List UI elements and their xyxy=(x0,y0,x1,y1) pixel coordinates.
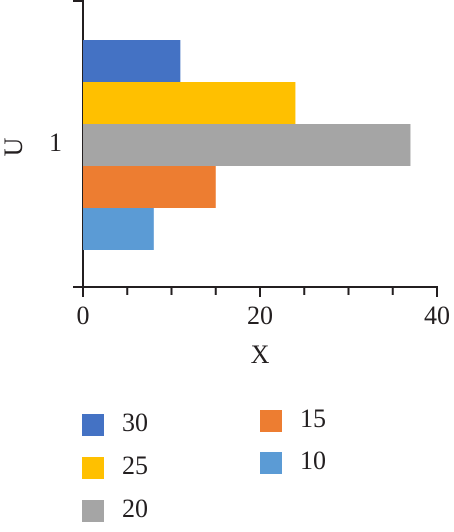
legend-swatch xyxy=(82,500,104,522)
legend-swatch xyxy=(82,414,104,436)
legend-label: 10 xyxy=(300,446,326,475)
legend-label: 25 xyxy=(122,451,148,480)
bar xyxy=(83,40,181,82)
legend-label: 20 xyxy=(122,494,148,523)
x-tick-label: 40 xyxy=(424,301,450,330)
legend-label: 15 xyxy=(300,404,326,433)
legend-swatch xyxy=(260,452,282,474)
y-axis-label: U xyxy=(0,137,28,156)
x-tick-label: 0 xyxy=(77,301,90,330)
bar xyxy=(83,208,154,250)
y-tick-label: 1 xyxy=(49,128,62,157)
legend-swatch xyxy=(260,410,282,432)
legend-swatch xyxy=(82,457,104,479)
x-axis-label: X xyxy=(251,340,270,369)
bar xyxy=(83,124,411,166)
x-tick-label: 20 xyxy=(247,301,273,330)
legend-label: 30 xyxy=(122,408,148,437)
bar xyxy=(83,166,216,208)
bar xyxy=(83,82,296,124)
